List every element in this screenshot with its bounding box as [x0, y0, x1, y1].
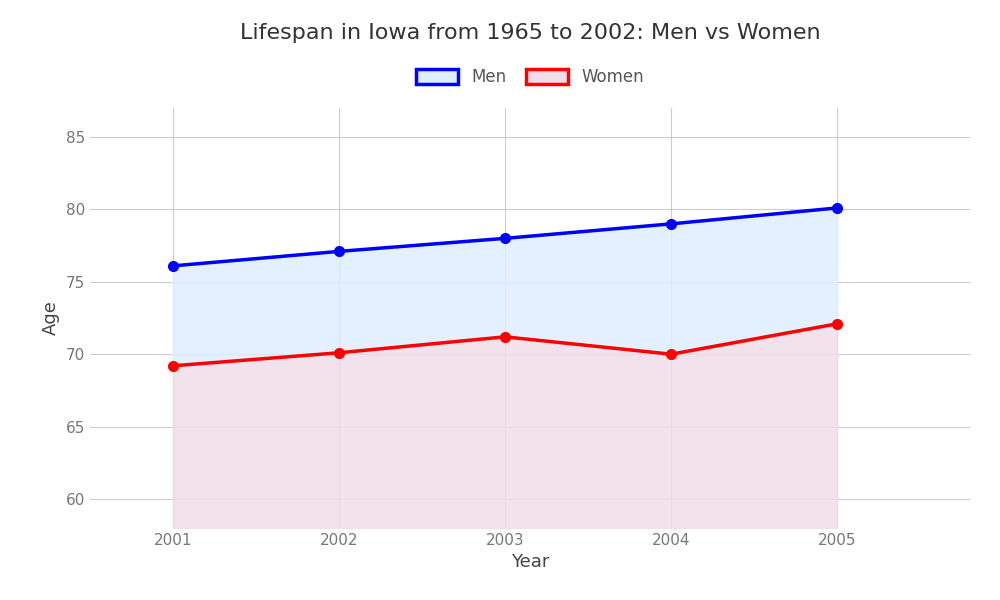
X-axis label: Year: Year	[511, 553, 549, 571]
Legend: Men, Women: Men, Women	[409, 62, 651, 93]
Y-axis label: Age: Age	[42, 301, 60, 335]
Title: Lifespan in Iowa from 1965 to 2002: Men vs Women: Lifespan in Iowa from 1965 to 2002: Men …	[240, 23, 820, 43]
